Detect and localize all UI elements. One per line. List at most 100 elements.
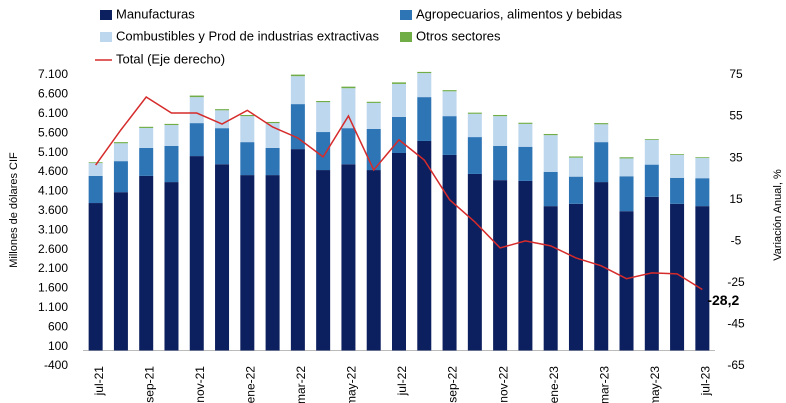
bar-segment [139, 175, 154, 351]
bar-segment [392, 116, 406, 153]
y2-tick-label: 35 [729, 150, 743, 164]
x-tick-label: sep-22 [446, 366, 460, 403]
bar-segment [467, 137, 482, 174]
bar-segment [493, 116, 508, 147]
bar-segment [467, 173, 482, 351]
bar-segment [594, 123, 609, 125]
bar-segment [442, 154, 457, 351]
bar-segment [442, 116, 457, 155]
bar-segment [113, 143, 128, 162]
bar-segment [341, 86, 356, 89]
bar-segment [392, 152, 406, 351]
bar-segment [189, 156, 204, 351]
x-tick-label: sep-21 [142, 366, 156, 403]
bar-segment [290, 74, 305, 77]
bar-segment [568, 157, 583, 177]
bar-segment [366, 102, 381, 129]
bar-segment [518, 146, 533, 181]
bar-segment [366, 170, 381, 351]
legend-label: Manufacturas [116, 6, 195, 21]
y-axis-title: Millones de dólares CIF [8, 152, 20, 268]
bar-segment [568, 203, 583, 351]
y-tick-label: 3.600 [38, 203, 68, 217]
bar-segment [164, 146, 179, 183]
bar-segment [467, 112, 482, 114]
bar-segment [619, 176, 634, 212]
y-tick-label: 7.100 [38, 67, 68, 81]
x-tick-label: ene-23 [547, 366, 561, 403]
y-tick-label: 2.600 [38, 242, 68, 256]
bar-segment [290, 76, 305, 105]
bar-segment [189, 95, 204, 98]
bar-segment [265, 175, 280, 351]
legend-swatch [400, 10, 412, 20]
bar-segment [543, 135, 558, 172]
y-tick-label: 3.100 [38, 222, 68, 236]
bar-segment [568, 176, 583, 204]
bar-segment [695, 157, 710, 159]
x-tick-label: may-23 [648, 366, 662, 403]
bar-segment [316, 102, 331, 133]
x-tick-label: jul-23 [699, 366, 713, 397]
bar-segment [493, 114, 508, 117]
bar-segment [240, 114, 255, 117]
bar-segment [265, 121, 280, 124]
bar-segment [493, 146, 508, 181]
y2-tick-label: 15 [729, 192, 743, 206]
y-tick-label: 2.100 [38, 261, 68, 275]
bar-segment [164, 123, 179, 126]
bar-segment [392, 82, 406, 84]
legend-label: Combustibles y Prod de industrias extrac… [116, 28, 380, 43]
y-tick-label: -400 [44, 358, 68, 372]
bar-segment [290, 104, 305, 150]
bar-segment [644, 139, 659, 165]
bar-segment [543, 172, 558, 207]
y-tick-label: 4.100 [38, 184, 68, 198]
bar-segment [139, 127, 154, 148]
bar-segment [594, 124, 609, 143]
bar-segment [290, 149, 305, 351]
bar-segment [240, 175, 255, 351]
bar-segment [139, 147, 154, 176]
legend-swatch [100, 10, 112, 20]
bar-segment [139, 126, 154, 128]
legend-label: Total (Eje derecho) [116, 51, 225, 66]
legend-label: Otros sectores [416, 28, 501, 43]
y-tick-label: 5.100 [38, 145, 68, 159]
x-tick-label: nov-21 [193, 366, 207, 403]
bar-segment [215, 128, 230, 165]
bar-segment [341, 128, 356, 165]
bar-segment [240, 116, 255, 143]
y-tick-label: 1.100 [38, 300, 68, 314]
bar-segment [619, 157, 634, 159]
bar-segment [215, 164, 230, 351]
bar-segment [493, 180, 508, 351]
bar-segment [670, 203, 685, 351]
bar-segment [240, 142, 255, 176]
bar-segment [417, 73, 432, 98]
bar-segment [341, 164, 356, 351]
bar-segment [316, 170, 331, 351]
x-tick-label: may-22 [345, 366, 359, 403]
bar-segment [442, 90, 457, 92]
bar-segment [417, 97, 432, 141]
y2-tick-label: 55 [729, 109, 743, 123]
bar-segment [215, 109, 230, 111]
bar-segment [670, 177, 685, 204]
y-tick-label: 6.600 [38, 87, 68, 101]
y2-tick-label: -65 [727, 358, 745, 372]
bar-segment [644, 164, 659, 197]
bar-segment [594, 142, 609, 183]
bar-segment [518, 180, 533, 351]
bar-segment [392, 83, 406, 117]
x-tick-label: jul-22 [395, 366, 409, 397]
bar-segment [670, 154, 685, 155]
legend-label: Agropecuarios, alimentos y bebidas [416, 6, 622, 21]
bar-segment [417, 71, 432, 74]
y-tick-label: 100 [48, 339, 68, 353]
bar-segment [88, 162, 103, 164]
bar-segment [442, 91, 457, 117]
bar-segment [695, 206, 710, 351]
y2-tick-label: -45 [727, 317, 745, 331]
bar-segment [518, 123, 533, 147]
